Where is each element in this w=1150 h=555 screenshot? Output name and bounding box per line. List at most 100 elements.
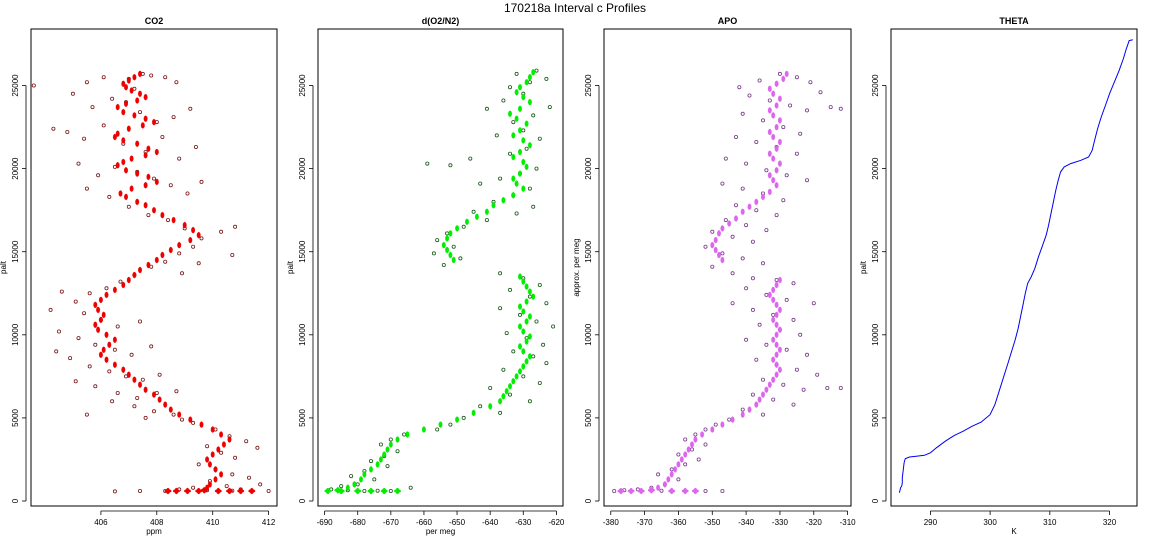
data-point — [177, 251, 182, 256]
data-point — [717, 230, 721, 237]
data-point — [696, 457, 701, 462]
data-point — [710, 264, 715, 269]
data-point — [375, 488, 380, 493]
data-point — [627, 489, 635, 493]
data-point — [362, 488, 367, 493]
data-point — [777, 117, 782, 124]
y-tick-label: 5000 — [871, 408, 880, 426]
data-point — [511, 192, 516, 199]
data-point — [168, 183, 173, 188]
data-point — [507, 151, 512, 156]
data-point — [121, 108, 126, 116]
data-point — [777, 95, 782, 102]
data-point — [774, 341, 779, 348]
data-point — [508, 383, 512, 390]
x-tick-label: 300 — [983, 518, 997, 527]
data-point — [132, 376, 137, 383]
data-point — [767, 98, 772, 103]
data-point — [703, 427, 708, 432]
data-point — [98, 316, 103, 324]
data-point — [511, 175, 516, 182]
data-point — [518, 127, 522, 134]
data-point — [544, 301, 549, 306]
data-point — [521, 348, 526, 355]
y-tick-label: 25000 — [298, 74, 307, 97]
data-point — [70, 91, 75, 96]
data-point — [815, 372, 820, 377]
data-point — [188, 106, 193, 111]
data-point — [750, 392, 755, 397]
data-point — [734, 215, 738, 222]
data-point — [179, 271, 184, 276]
data-point — [774, 167, 779, 174]
panel-4: THETA 290 300 310 320 0 5000 10000 15000 20000 250… — [859, 16, 1138, 536]
data-point — [777, 138, 782, 146]
x-tick-label: 408 — [150, 518, 164, 527]
panel-title: CO2 — [145, 16, 164, 26]
data-point — [730, 234, 735, 239]
data-point — [213, 476, 218, 483]
data-point — [110, 96, 115, 101]
data-point — [255, 445, 260, 450]
y-tick-label: 0 — [11, 498, 20, 503]
data-point — [471, 209, 476, 214]
y-tick-label: 25000 — [871, 74, 880, 97]
data-point — [488, 385, 493, 390]
data-point — [514, 211, 519, 216]
data-point — [143, 415, 148, 420]
data-point — [369, 466, 373, 473]
data-point — [385, 446, 390, 453]
data-point — [421, 426, 426, 433]
data-point — [518, 148, 522, 156]
data-point — [825, 385, 830, 390]
x-tick-label: -330 — [772, 518, 789, 527]
data-point — [788, 103, 793, 108]
data-point — [191, 420, 196, 425]
data-point — [185, 191, 190, 196]
data-point — [51, 126, 56, 131]
data-point — [774, 123, 779, 131]
data-point — [227, 436, 232, 443]
data-point — [135, 198, 140, 206]
data-point — [498, 410, 503, 415]
data-point — [761, 377, 766, 382]
data-point — [838, 106, 843, 111]
data-point — [65, 129, 70, 134]
data-point — [791, 402, 796, 407]
data-point — [774, 321, 779, 328]
y-tick-label: 0 — [298, 498, 307, 503]
panel-1: CO2 406 408 410 412 0 5000 10000 15000 20000 25000… — [0, 16, 278, 536]
data-point — [659, 488, 664, 493]
data-point — [777, 276, 782, 284]
panel-3: APO -380 -370 -360 -350 -340 -330 -320 -310 0 5000… — [572, 16, 856, 527]
data-point — [771, 155, 776, 162]
data-point — [248, 489, 256, 493]
data-point — [527, 142, 532, 149]
data-point — [378, 442, 383, 447]
data-point — [676, 477, 681, 482]
data-point — [126, 77, 131, 84]
data-point — [524, 146, 529, 151]
data-point — [791, 281, 796, 286]
data-point — [226, 489, 233, 493]
data-point — [761, 193, 765, 201]
data-point — [96, 173, 101, 178]
data-point — [818, 90, 823, 95]
data-point — [165, 218, 170, 223]
data-point — [98, 351, 103, 358]
data-point — [679, 456, 684, 463]
data-point — [137, 488, 142, 493]
data-point — [494, 133, 499, 138]
data-point — [501, 367, 506, 372]
data-point — [87, 291, 92, 296]
data-point — [48, 307, 53, 312]
x-tick-label: 320 — [1103, 518, 1117, 527]
data-point — [534, 319, 539, 324]
data-point — [478, 404, 483, 409]
data-point — [771, 90, 776, 97]
data-point — [668, 489, 676, 493]
data-point — [774, 145, 779, 152]
data-point — [388, 441, 393, 448]
data-point — [808, 80, 813, 85]
plot-frame — [603, 28, 852, 507]
